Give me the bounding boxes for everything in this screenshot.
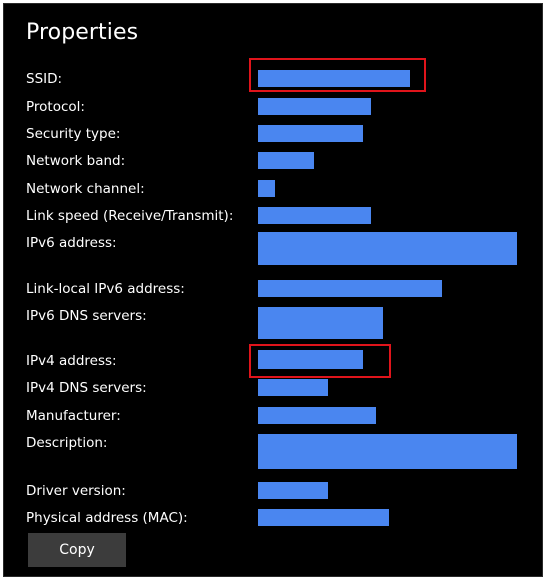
property-row-ipv6-address: IPv6 address: (4, 232, 542, 269)
properties-title: Properties (26, 20, 139, 45)
redacted-value-description (258, 434, 517, 469)
property-row-mac-address: Physical address (MAC): (4, 509, 542, 535)
property-label-ipv4-dns: IPv4 DNS servers: (26, 380, 147, 396)
property-row-link-speed: Link speed (Receive/Transmit): (4, 207, 542, 233)
redacted-value-mac-address (258, 509, 389, 526)
redacted-value-ipv6-address (258, 232, 517, 265)
property-label-ipv4-address: IPv4 address: (26, 353, 117, 369)
redacted-value-network-channel (258, 180, 275, 197)
redacted-value-ipv4-dns (258, 379, 328, 396)
property-label-description: Description: (26, 435, 108, 451)
property-label-link-speed: Link speed (Receive/Transmit): (26, 208, 234, 224)
redacted-value-ssid (258, 70, 410, 87)
property-label-network-band: Network band: (26, 153, 126, 169)
property-label-protocol: Protocol: (26, 99, 85, 115)
property-row-ipv6-dns: IPv6 DNS servers: (4, 307, 542, 343)
property-label-ipv6-address: IPv6 address: (26, 235, 117, 251)
redacted-value-ipv6-dns (258, 307, 383, 339)
property-label-mac-address: Physical address (MAC): (26, 510, 188, 526)
property-row-manufacturer: Manufacturer: (4, 407, 542, 433)
property-label-ssid: SSID: (26, 71, 63, 87)
property-row-description: Description: (4, 434, 542, 472)
property-label-manufacturer: Manufacturer: (26, 408, 121, 424)
property-row-security-type: Security type: (4, 125, 542, 151)
redacted-value-protocol (258, 98, 371, 115)
redacted-value-security-type (258, 125, 363, 142)
property-row-protocol: Protocol: (4, 98, 542, 124)
redacted-value-link-local-ipv6 (258, 280, 442, 297)
property-row-link-local-ipv6: Link-local IPv6 address: (4, 280, 542, 306)
copy-button[interactable]: Copy (28, 533, 126, 567)
redacted-value-ipv4-address (258, 350, 363, 369)
property-row-ipv4-dns: IPv4 DNS servers: (4, 379, 542, 405)
property-label-security-type: Security type: (26, 126, 121, 142)
highlight-box-ssid (249, 58, 426, 92)
redacted-value-network-band (258, 152, 314, 169)
property-row-network-channel: Network channel: (4, 180, 542, 206)
properties-panel: Properties SSID: Protocol: Security type… (4, 4, 542, 576)
property-label-network-channel: Network channel: (26, 181, 145, 197)
property-label-ipv6-dns: IPv6 DNS servers: (26, 308, 147, 324)
highlight-box-ipv4-address (249, 344, 391, 378)
property-label-link-local-ipv6: Link-local IPv6 address: (26, 281, 185, 297)
property-row-network-band: Network band: (4, 152, 542, 178)
redacted-value-manufacturer (258, 407, 376, 424)
property-row-driver-version: Driver version: (4, 482, 542, 508)
property-row-ipv4-address: IPv4 address: (4, 350, 542, 378)
redacted-value-link-speed (258, 207, 371, 224)
property-label-driver-version: Driver version: (26, 483, 126, 499)
redacted-value-driver-version (258, 482, 328, 499)
property-row-ssid: SSID: (4, 70, 542, 96)
